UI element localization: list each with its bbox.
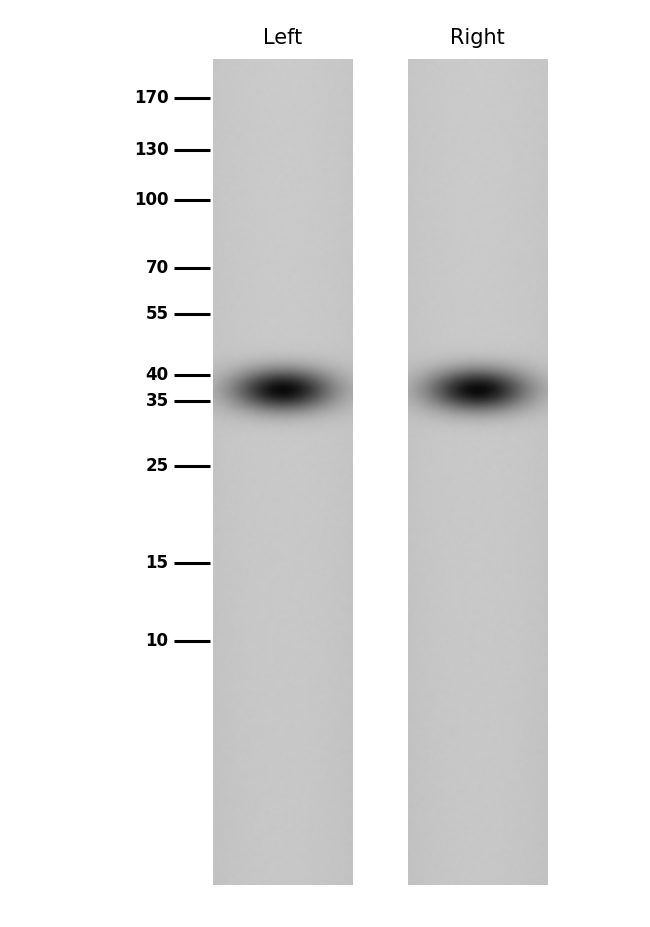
Text: 15: 15 (146, 554, 169, 573)
Text: 130: 130 (134, 141, 169, 159)
Text: 55: 55 (146, 306, 169, 324)
Text: 40: 40 (146, 366, 169, 385)
Text: 70: 70 (146, 260, 169, 277)
Text: 100: 100 (134, 191, 169, 209)
Text: 35: 35 (146, 392, 169, 410)
Text: Left: Left (263, 28, 302, 48)
Text: Right: Right (450, 28, 505, 48)
Text: 10: 10 (146, 632, 169, 650)
Text: 25: 25 (146, 456, 169, 475)
Text: 170: 170 (134, 89, 169, 108)
